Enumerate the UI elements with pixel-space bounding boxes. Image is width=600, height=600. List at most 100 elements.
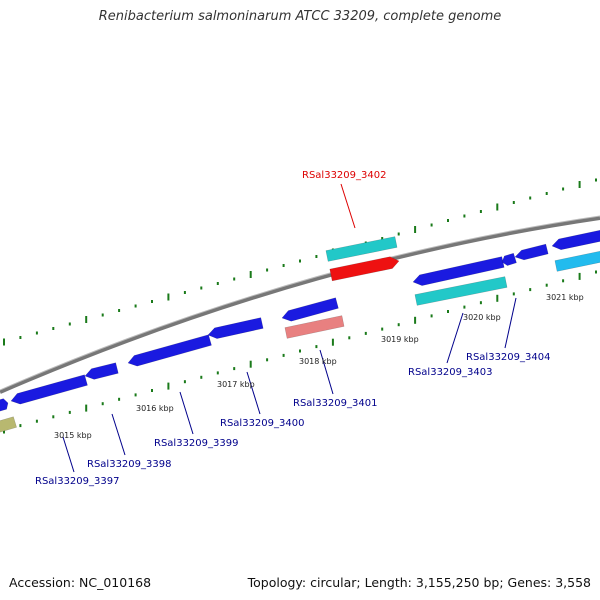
genome-backbone [0, 216, 600, 394]
gene-label-rsal33209-3397[interactable]: RSal33209_3397 [35, 476, 119, 487]
upper-tick-tick [562, 187, 565, 191]
lower-tick-tick [348, 336, 351, 340]
lower-tick-tick [52, 415, 55, 419]
upper-tick-tick [397, 232, 400, 236]
tick-label-3016: 3016 kbp [136, 404, 174, 413]
lower-tick-tick [19, 424, 22, 428]
tick-label-3020: 3020 kbp [463, 313, 501, 322]
lower-tick-tick [562, 279, 565, 283]
lower-tick-tick [118, 397, 121, 401]
lower-tick-tick [578, 272, 581, 280]
lower-tick-tick [381, 327, 384, 331]
upper-tick-tick [496, 203, 499, 211]
upper-tick-tick [52, 327, 55, 330]
lower-tick-tick [68, 410, 71, 414]
upper-tick-tick [68, 322, 71, 326]
lower-tick-tick [397, 323, 400, 327]
upper-tick-tick [299, 259, 301, 263]
upper-tick-tick [447, 219, 449, 222]
connector-line [179, 391, 194, 435]
lower-tick-tick [134, 393, 137, 397]
accession-text: Accession: NC_010168 [9, 575, 152, 590]
gene-label-rsal33209-3400[interactable]: RSal33209_3400 [220, 418, 304, 429]
gene-label-rsal33209-3401[interactable]: RSal33209_3401 [293, 398, 377, 409]
upper-tick-tick [233, 277, 236, 281]
connector-line [319, 349, 334, 395]
lower-tick-tick [151, 389, 153, 392]
upper-tick-tick [35, 331, 38, 335]
tick-labels: 3015 kbp 3016 kbp 3017 kbp 3018 kbp 3019… [54, 293, 584, 440]
upper-tick-tick [381, 237, 384, 240]
cds-feature [281, 297, 339, 322]
lower-tick-tick [299, 349, 301, 353]
lower-tick-tick [282, 353, 285, 357]
tick-label-3017: 3017 kbp [217, 380, 255, 389]
upper-tick-tick [414, 226, 417, 233]
connector-line [504, 297, 517, 349]
upper-tick-tick [101, 313, 104, 317]
cds-feature [207, 317, 264, 339]
upper-tick-tick [463, 214, 466, 218]
tick-label-3019: 3019 kbp [381, 335, 419, 344]
upper-tick-tick [3, 338, 5, 346]
lower-tick-tick [216, 371, 219, 375]
upper-tick-tick [479, 210, 482, 213]
rrna-feature-highlight [329, 256, 400, 282]
lower-tick-tick [167, 382, 170, 390]
topology-text: Topology: circular; Length: 3,155,250 bp… [247, 575, 591, 590]
upper-tick-tick [183, 291, 186, 294]
upper-tick-tick [216, 282, 219, 285]
cds-feature [84, 362, 119, 380]
lower-tick-tick [463, 305, 466, 309]
upper-tick-tick [249, 271, 252, 278]
label-connectors [62, 183, 517, 473]
cds-feature [501, 252, 517, 266]
lower-tick-tick [331, 338, 334, 346]
gene-label-rsal33209-3398[interactable]: RSal33209_3398 [87, 459, 171, 470]
upper-tick-tick [266, 268, 269, 272]
lower-tick-tick [364, 331, 367, 335]
lower-tick-tick [200, 375, 203, 379]
lower-tick-tick [85, 404, 88, 412]
upper-tick-tick [315, 255, 318, 258]
rna-feature [414, 276, 508, 306]
genome-title: Renibacterium salmoninarum ATCC 33209, c… [98, 9, 502, 24]
lower-tick-tick [315, 345, 318, 349]
upper-tick-tick [578, 181, 581, 188]
rna-feature [325, 236, 398, 262]
tick-label-3021: 3021 kbp [546, 293, 584, 302]
lower-tick-tick [249, 360, 252, 368]
upper-tick-tick [282, 264, 285, 267]
upper-tick-tick [167, 293, 170, 301]
lower-tick-tick [447, 310, 449, 313]
lower-tick-tick [496, 294, 499, 302]
lower-tick-tick [529, 288, 532, 292]
connector-line [446, 312, 464, 364]
upper-tick-tick [19, 336, 22, 339]
cds-feature [514, 243, 549, 261]
upper-tick-tick [200, 286, 203, 290]
upper-tick-tick [529, 196, 532, 200]
upper-tick-tick [430, 223, 433, 227]
gene-label-rsal33209-3403[interactable]: RSal33209_3403 [408, 367, 492, 378]
lower-tick-tick [512, 292, 515, 296]
cds-feature [10, 374, 88, 405]
upper-tick-tick [595, 178, 597, 182]
lower-tick-tick [183, 380, 186, 384]
lower-tick-tick [101, 402, 104, 406]
gene-label-rsal33209-3399[interactable]: RSal33209_3399 [154, 438, 238, 449]
gene-label-rsal33209-3402[interactable]: RSal33209_3402 [302, 170, 386, 181]
lower-tick-tick [266, 358, 269, 362]
connector-line [62, 436, 75, 473]
lower-tick-tick [430, 314, 433, 318]
lower-tick-tick [414, 316, 417, 324]
cds-feature-light [554, 250, 600, 272]
gene-label-rsal33209-3404[interactable]: RSal33209_3404 [466, 352, 550, 363]
cds-feature [0, 398, 9, 412]
upper-tick-tick [512, 201, 515, 204]
lower-tick-tick [545, 283, 548, 287]
connector-line [111, 413, 126, 456]
upper-tick-tick [134, 304, 137, 308]
lower-tick-tick [595, 270, 597, 274]
